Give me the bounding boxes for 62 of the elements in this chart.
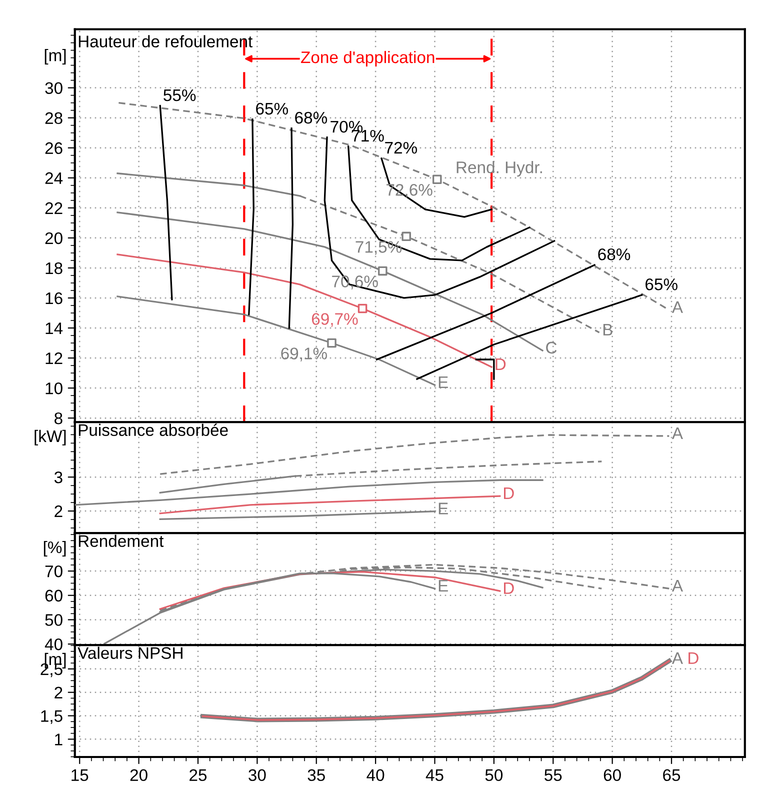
y-tick-label: 30	[45, 82, 62, 94]
y-tick-label: 2	[54, 505, 62, 518]
series-label: C	[546, 342, 557, 354]
y-tick-label: 60	[45, 590, 62, 602]
y-axis-title: [m]	[44, 49, 66, 65]
annotation: 69,7%	[312, 313, 358, 327]
series-label: E	[438, 502, 448, 514]
annotation: 69,1%	[281, 348, 328, 362]
y-tick-label: 28	[45, 112, 62, 124]
series-label: E	[438, 376, 448, 388]
series-label: 65%	[256, 102, 288, 115]
annotation: Rend. Hydr.	[456, 161, 542, 177]
x-tick-label: 50	[485, 769, 503, 782]
series-label: A	[672, 301, 683, 313]
x-tick-label: 15	[72, 769, 88, 782]
ref-line-label: Zone d'application	[301, 50, 434, 66]
x-tick-label: 40	[366, 769, 384, 782]
y-axis-title: [kW]	[34, 430, 66, 446]
series-label: 68%	[295, 112, 328, 124]
y-tick-label: 40	[44, 638, 62, 650]
y-tick-label: 14	[46, 322, 63, 334]
series-label: 72%	[385, 142, 418, 154]
chart-title: Valeurs NPSH	[78, 646, 182, 659]
y-tick-label: 8	[54, 412, 62, 424]
y-tick-label: 20	[45, 232, 62, 244]
x-tick-label: 30	[248, 769, 266, 782]
x-tick-label: 35	[308, 769, 325, 782]
y-tick-label: 24	[45, 172, 63, 184]
y-axis-title: [%]	[44, 540, 66, 557]
x-tick-label: 25	[190, 769, 207, 782]
y-tick-label: 70	[45, 565, 62, 578]
y-tick-label: 3	[54, 471, 62, 484]
y-tick-label: 26	[45, 142, 62, 154]
y-tick-label: 16	[46, 292, 62, 304]
y-tick-label: 22	[45, 202, 62, 214]
y-tick-label: 2	[54, 686, 62, 698]
y-tick-label: 50	[45, 614, 62, 626]
series-label: 55%	[164, 89, 196, 102]
series-label: 65%	[646, 278, 678, 290]
y-tick-label: 12	[46, 352, 62, 364]
y-tick-label: 1	[55, 734, 62, 746]
y-tick-label: 1,5	[41, 710, 62, 724]
series-label: A	[672, 580, 683, 592]
chart-title: Rendement	[78, 534, 164, 547]
series-label: 68%	[598, 248, 630, 260]
x-tick-label: 55	[544, 769, 562, 782]
series-label: B	[603, 324, 612, 336]
series-label: A	[672, 427, 683, 439]
series-label: D	[504, 488, 514, 500]
x-tick-label: 65	[663, 769, 680, 782]
x-tick-label: 60	[604, 769, 621, 782]
series-label: D	[504, 582, 514, 594]
x-tick-label: 20	[130, 769, 148, 782]
series-label: D	[496, 358, 506, 370]
series-label: E	[438, 580, 448, 592]
annotation: 71,5%	[356, 241, 402, 255]
chart-title: Puissance absorbée	[78, 424, 228, 436]
x-tick-label: 45	[426, 769, 444, 782]
y-tick-label: 10	[46, 382, 62, 394]
series-label: A	[672, 652, 683, 664]
y-tick-label: 18	[46, 262, 62, 274]
series-label: D	[688, 652, 698, 664]
